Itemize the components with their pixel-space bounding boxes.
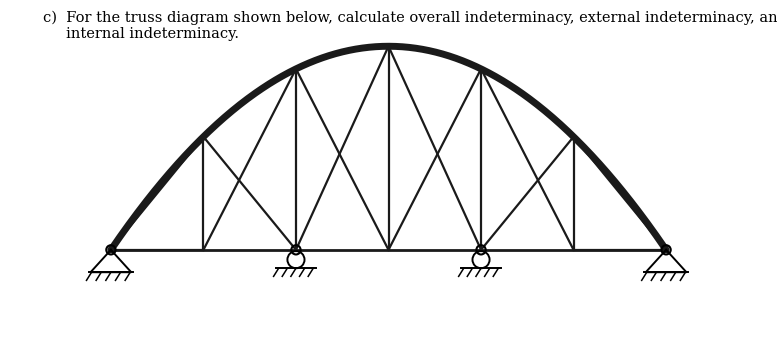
Text: c)  For the truss diagram shown below, calculate overall indeterminacy, external: c) For the truss diagram shown below, ca… xyxy=(43,10,777,41)
